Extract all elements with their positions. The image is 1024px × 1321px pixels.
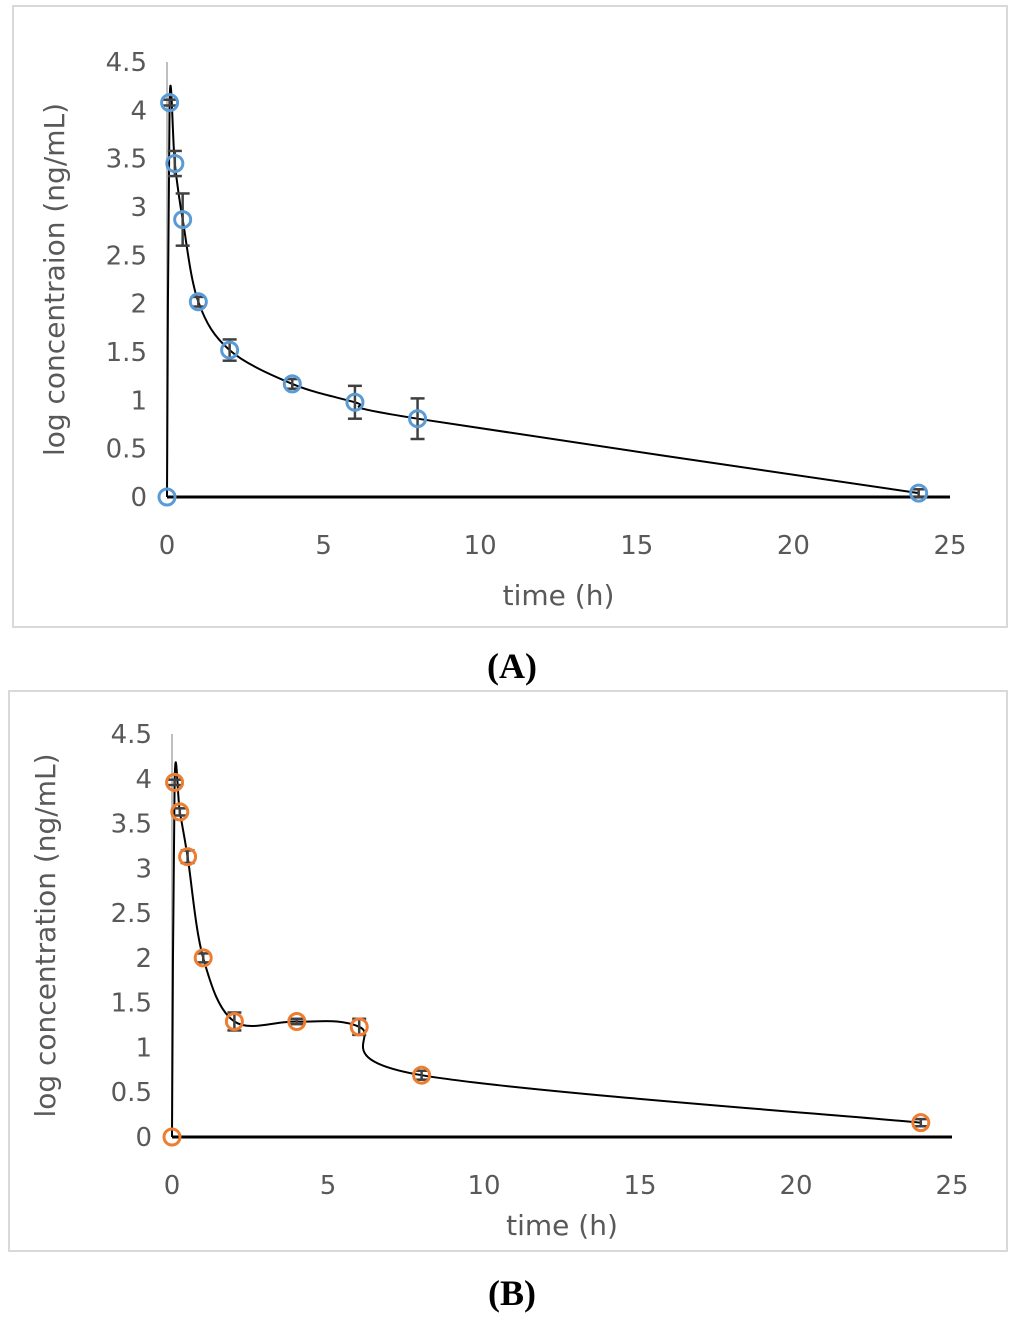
chart-b-error-bar [414,1069,429,1081]
chart-a-svg: 0 0.5 1 1.5 2 2.5 3 3.5 4 4.5 0 5 10 15 20 25 time (h)… [38,48,967,612]
chart-a-data-point [345,392,365,412]
chart-a-y-tick-label: 3.5 [106,145,147,175]
chart-b-error-bar [167,778,182,787]
panel-a-caption: (A) [487,646,537,686]
chart-a-data-point [157,487,177,507]
chart-b-y-tick-label: 4 [135,765,152,795]
chart-b-x-axis-title: time (h) [506,1209,618,1242]
chart-b-error-bar [172,807,187,817]
chart-b-markers [162,772,931,1147]
chart-b-data-point [412,1065,432,1085]
chart-a-markers [157,93,929,507]
chart-a-x-ticks: 0 5 10 15 20 25 [159,531,967,561]
chart-b-data-point [170,802,190,822]
chart-a-error-bar [347,384,362,420]
chart-a-data-point [173,210,193,230]
chart-a-y-axis-title: log concentraion (ng/mL) [38,103,71,456]
chart-b-y-tick-label: 0.5 [111,1078,152,1108]
chart-a-y-tick-label: 2.5 [106,241,147,271]
chart-b-y-tick-label: 4.5 [111,720,152,750]
chart-a-y-tick-label: 0.5 [106,435,147,465]
chart-b-y-tick-label: 2 [135,944,152,974]
chart-a-error-bar [410,397,425,441]
chart-b-error-bar [289,1017,304,1026]
chart-a-x-tick-label: 25 [933,531,966,561]
chart-b-data-point [193,948,213,968]
chart-a-x-tick-label: 10 [464,531,497,561]
chart-b-y-tick-label: 2.5 [111,899,152,929]
chart-a-data-point [282,374,302,394]
panel-b-caption: (B) [488,1273,536,1313]
chart-a-data-point [909,483,929,503]
chart-a-data-point [160,93,180,113]
chart-a-y-tick-label: 4 [130,96,147,126]
chart-b-y-tick-label: 1.5 [111,989,152,1019]
chart-b-x-tick-label: 25 [935,1171,968,1201]
chart-a-x-axis-title: time (h) [503,579,615,612]
chart-panel-a: 0 0.5 1 1.5 2 2.5 3 3.5 4 4.5 0 5 10 15 20 25 time (h)… [12,5,1008,628]
chart-a-y-ticks: 0 0.5 1 1.5 2 2.5 3 3.5 4 4.5 [106,48,147,513]
chart-a-y-tick-label: 4.5 [106,48,147,78]
chart-b-svg: 0 0.5 1 1.5 2 2.5 3 3.5 4 4.5 0 5 10 15 20 25 time (h)… [29,720,969,1242]
chart-b-error-bars [167,778,928,1128]
chart-a-x-tick-label: 0 [159,531,176,561]
chart-b-fit-curve [171,761,921,1138]
chart-a-y-tick-label: 0 [130,483,147,513]
chart-a-data-point [220,340,240,360]
chart-a-y-tick-label: 2 [130,290,147,320]
chart-a-data-point [188,292,208,312]
chart-b-data-point [165,772,185,792]
chart-b-data-point [911,1113,931,1133]
chart-b-data-point [224,1011,244,1031]
chart-b-y-tick-label: 3 [135,854,152,884]
chart-b-data-point [178,847,198,867]
chart-a-fit-curve [166,84,919,498]
chart-b-data-point [162,1127,182,1147]
chart-b-y-axis-title: log concentration (ng/mL) [29,753,62,1117]
chart-a-x-tick-label: 5 [315,531,332,561]
chart-b-error-bar [913,1117,928,1128]
chart-b-x-ticks: 0 5 10 15 20 25 [164,1171,969,1201]
chart-b-y-ticks: 0 0.5 1 1.5 2 2.5 3 3.5 4 4.5 [111,720,152,1153]
chart-a-error-bar [285,377,300,390]
chart-a-error-bar [162,98,177,107]
chart-a-y-tick-label: 1.5 [106,338,147,368]
chart-a-y-tick-label: 1 [130,386,147,416]
chart-a-error-bar [191,295,206,308]
chart-a-data-point [408,409,428,429]
chart-a-x-tick-label: 20 [777,531,810,561]
chart-b-x-tick-label: 10 [467,1171,500,1201]
chart-a-x-tick-label: 15 [620,531,653,561]
chart-b-data-point [287,1011,307,1031]
chart-b-y-tick-label: 0 [135,1123,152,1153]
chart-a-data-point [165,154,185,173]
chart-b-x-tick-label: 5 [320,1171,337,1201]
chart-a-y-tick-label: 3 [130,193,147,223]
chart-b-y-tick-label: 3.5 [111,810,152,840]
chart-a-error-bar [175,192,190,247]
chart-panel-b: 0 0.5 1 1.5 2 2.5 3 3.5 4 4.5 0 5 10 15 20 25 time (h)… [8,690,1008,1252]
chart-b-error-bar [196,952,211,964]
chart-b-y-tick-label: 1 [135,1033,152,1063]
chart-b-x-tick-label: 0 [164,1171,181,1201]
chart-b-x-tick-label: 15 [623,1171,656,1201]
chart-b-data-point [349,1017,369,1037]
chart-a-error-bar [911,488,926,499]
chart-b-x-tick-label: 20 [779,1171,812,1201]
